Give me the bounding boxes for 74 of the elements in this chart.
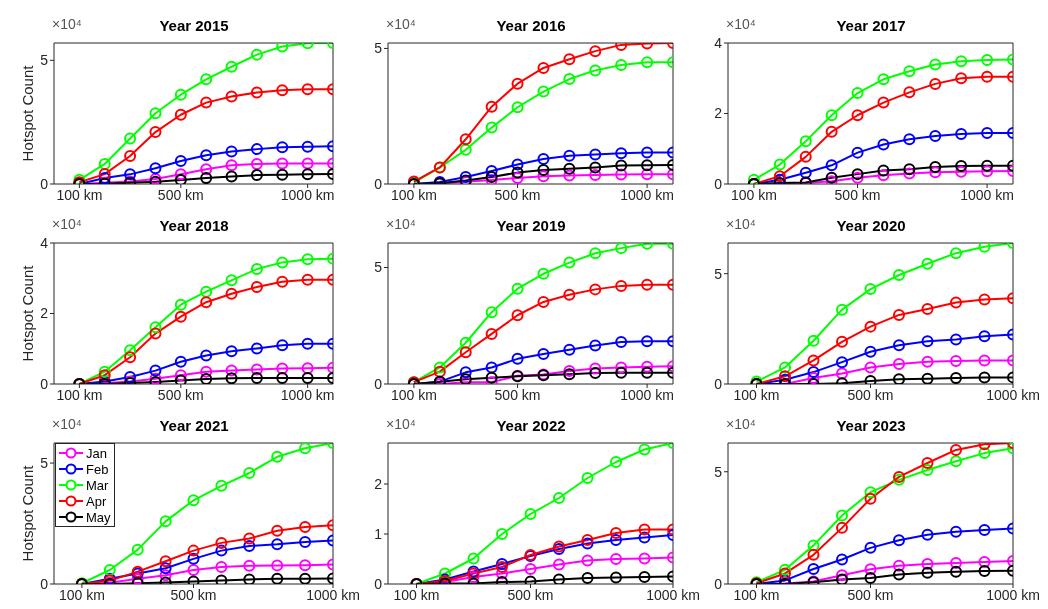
chart-title: Year 2019 (496, 217, 566, 234)
y-tick-label: 5 (374, 40, 383, 57)
x-tick-label: 1000 km (646, 586, 700, 603)
x-tick-label: 100 km (58, 586, 105, 603)
text: ×10⁴ (52, 416, 82, 432)
y-tick-label: 2 (714, 105, 723, 122)
y-tick-label: 5 (40, 52, 49, 69)
y-tick-label: 5 (714, 463, 723, 480)
legend-label: Apr (86, 493, 107, 509)
x-tick-label: 100 km (393, 586, 440, 603)
x-tick-label: 100 km (733, 586, 780, 603)
y-tick-label: 4 (714, 34, 723, 51)
x-tick-label: 500 km (494, 186, 541, 203)
y-tick-label: 0 (374, 375, 383, 392)
x-tick-label: 1000 km (280, 186, 335, 203)
x-tick-label: 1000 km (986, 386, 1040, 403)
text: ×10⁴ (386, 216, 416, 232)
x-tick-label: 1000 km (986, 586, 1040, 603)
x-tick-label: 100 km (56, 386, 103, 403)
x-tick-label: 100 km (390, 186, 437, 203)
x-tick-label: 1000 km (620, 186, 674, 203)
y-tick-label: 0 (374, 175, 383, 192)
x-tick-label: 100 km (730, 186, 777, 203)
x-tick-label: 1000 km (620, 386, 674, 403)
chart-title: Year 2018 (159, 217, 229, 234)
chart-title: Year 2017 (836, 17, 906, 34)
chart-title: Year 2023 (836, 417, 906, 434)
x-tick-label: 100 km (733, 386, 780, 403)
text: ×10⁴ (52, 216, 82, 232)
legend-label: May (86, 509, 111, 525)
y-tick-label: 0 (40, 175, 49, 192)
x-tick-label: 500 km (834, 186, 881, 203)
chart-title: Year 2022 (496, 417, 566, 434)
x-tick-label: 100 km (56, 186, 103, 203)
x-tick-label: 500 km (847, 586, 894, 603)
y-tick-label: 5 (374, 259, 383, 276)
y-axis-title: Hotspot Count (19, 464, 37, 562)
y-tick-label: 4 (40, 234, 49, 251)
text: ×10⁴ (726, 16, 756, 32)
y-axis-title: Hotspot Count (19, 64, 37, 162)
x-tick-label: 100 km (390, 386, 437, 403)
text: ×10⁴ (52, 16, 82, 32)
y-tick-label: 0 (714, 175, 723, 192)
text: ×10⁴ (726, 216, 756, 232)
y-tick-label: 0 (714, 575, 723, 592)
x-tick-label: 1000 km (960, 186, 1014, 203)
y-tick-label: 5 (714, 265, 723, 282)
y-tick-label: 1 (374, 525, 383, 542)
x-tick-label: 500 km (847, 386, 894, 403)
x-tick-label: 1000 km (280, 386, 335, 403)
y-tick-label: 0 (40, 575, 49, 592)
x-tick-label: 500 km (170, 586, 217, 603)
y-tick-label: 5 (40, 455, 49, 472)
chart-title: Year 2021 (159, 417, 229, 434)
y-tick-label: 0 (714, 375, 723, 392)
chart-title: Year 2016 (496, 17, 566, 34)
y-tick-label: 2 (40, 305, 49, 322)
y-tick-label: 2 (374, 475, 383, 492)
y-axis-title: Hotspot Count (19, 264, 37, 362)
x-tick-label: 500 km (494, 386, 541, 403)
chart-title: Year 2020 (836, 217, 906, 234)
legend-label: Jan (86, 445, 107, 461)
x-tick-label: 1000 km (306, 586, 360, 603)
y-tick-label: 0 (374, 575, 383, 592)
chart-title: Year 2015 (159, 17, 229, 34)
text: ×10⁴ (386, 16, 416, 32)
y-tick-label: 0 (40, 375, 49, 392)
legend-label: Mar (86, 477, 109, 493)
x-tick-label: 500 km (507, 586, 554, 603)
x-tick-label: 500 km (157, 386, 204, 403)
legend-label: Feb (86, 461, 109, 477)
x-tick-label: 500 km (157, 186, 204, 203)
text: ×10⁴ (726, 416, 756, 432)
text: ×10⁴ (386, 416, 416, 432)
